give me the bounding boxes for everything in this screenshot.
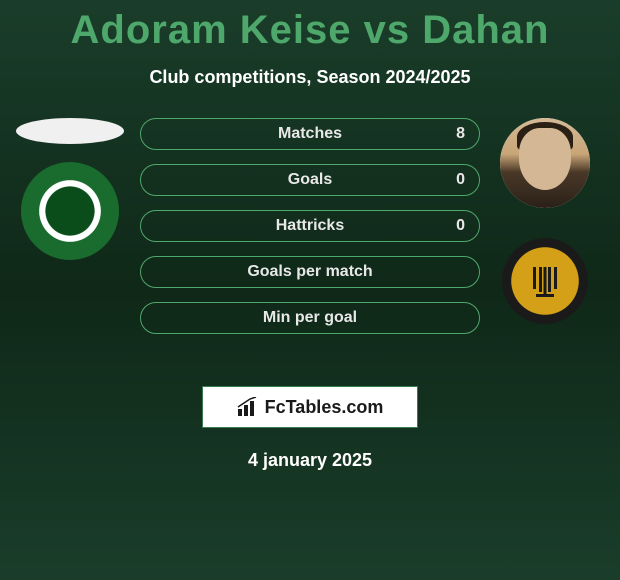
page-subtitle: Club competitions, Season 2024/2025 [0, 67, 620, 88]
stat-row-goals-per-match: Goals per match [140, 256, 480, 288]
stat-label: Min per goal [141, 309, 479, 327]
comparison-panel: Matches 8 Goals 0 Hattricks 0 Goals per … [0, 118, 620, 378]
stat-value-right: 0 [456, 171, 465, 189]
adoram-keise-avatar [16, 118, 124, 144]
stat-label: Matches [141, 125, 479, 143]
maccabi-haifa-crest [21, 162, 119, 260]
stat-value-right: 0 [456, 217, 465, 235]
stat-label: Goals per match [141, 263, 479, 281]
stat-label: Hattricks [141, 217, 479, 235]
beitar-jerusalem-crest [502, 238, 588, 324]
stat-row-goals: Goals 0 [140, 164, 480, 196]
stat-row-min-per-goal: Min per goal [140, 302, 480, 334]
brand-badge: FcTables.com [202, 386, 418, 428]
brand-text: FcTables.com [265, 397, 384, 418]
stat-row-hattricks: Hattricks 0 [140, 210, 480, 242]
footer-date: 4 january 2025 [0, 450, 620, 471]
dahan-avatar [500, 118, 590, 208]
stat-value-right: 8 [456, 125, 465, 143]
right-player-column [485, 118, 605, 324]
bar-chart-icon [237, 397, 259, 417]
left-player-column [10, 118, 130, 260]
page-title: Adoram Keise vs Dahan [0, 0, 620, 53]
stats-column: Matches 8 Goals 0 Hattricks 0 Goals per … [140, 118, 480, 348]
stat-row-matches: Matches 8 [140, 118, 480, 150]
stat-label: Goals [141, 171, 479, 189]
